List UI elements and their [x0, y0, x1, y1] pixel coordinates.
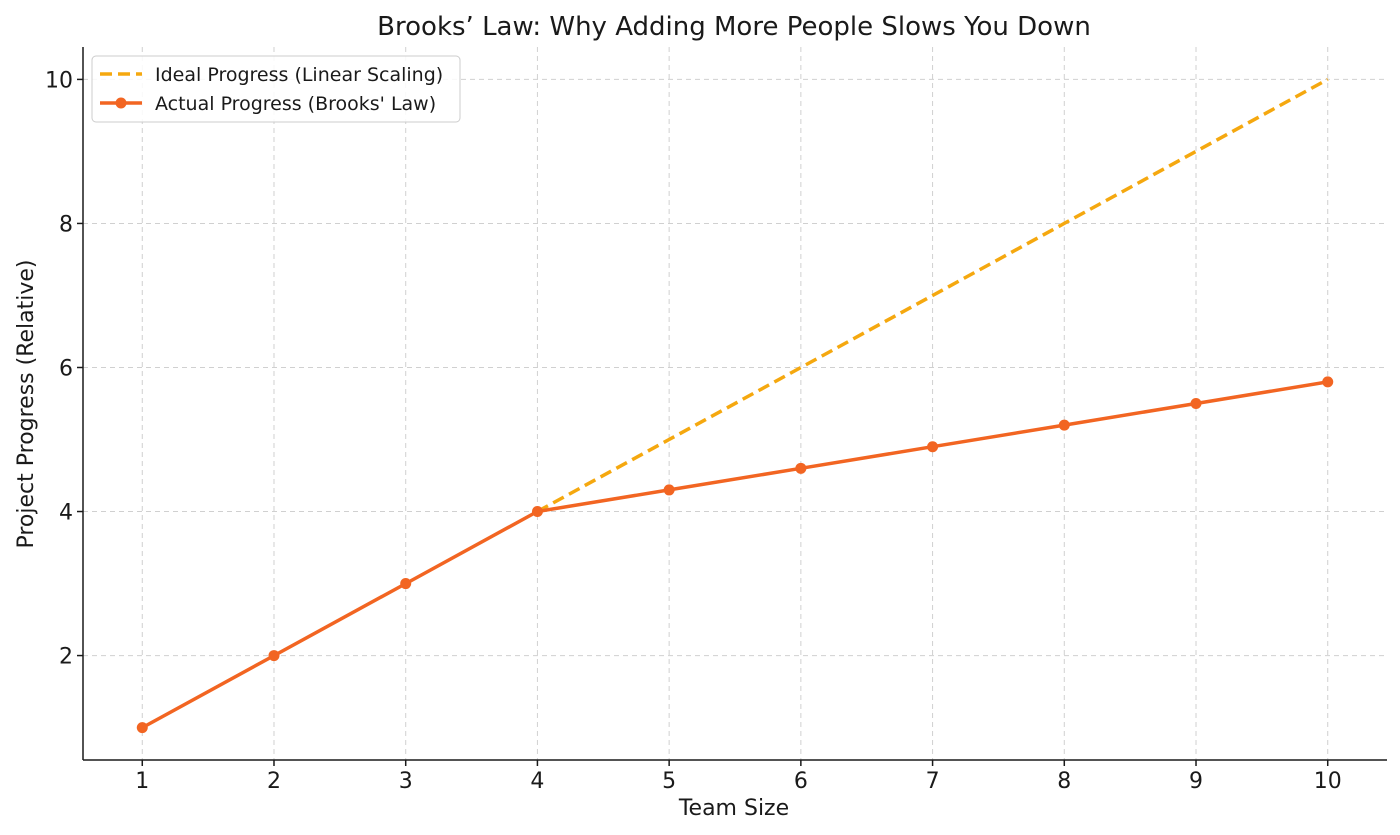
chart-title: Brooks’ Law: Why Adding More People Slow…	[377, 12, 1091, 42]
x-tick-label: 4	[530, 769, 544, 794]
data-point	[400, 578, 412, 590]
x-tick-label: 8	[1057, 769, 1071, 794]
x-tick-label: 7	[926, 769, 940, 794]
y-tick-label: 2	[59, 645, 73, 670]
series-line-ideal	[536, 77, 1329, 514]
x-tick-label: 10	[1314, 769, 1342, 794]
y-tick-label: 8	[59, 212, 73, 237]
data-point	[927, 441, 939, 453]
x-tick-label: 9	[1189, 769, 1203, 794]
x-tick-label: 1	[135, 769, 149, 794]
x-axis-label: Team Size	[678, 796, 789, 821]
data-point	[531, 506, 543, 518]
data-point	[663, 484, 675, 496]
data-point	[1190, 398, 1202, 409]
legend-box	[91, 55, 461, 123]
x-tick-label: 6	[794, 769, 808, 794]
y-tick-label: 6	[59, 356, 73, 381]
legend-label: Actual Progress (Brooks' Law)	[155, 93, 436, 115]
axes: 1 2 3 4 5 6 7 8 9 10 2 4 6 8 10	[45, 47, 1387, 794]
legend-marker	[115, 97, 127, 109]
data-point	[268, 650, 280, 662]
legend: Ideal Progress (Linear Scaling) Actual Pr…	[91, 55, 461, 123]
data-point	[1058, 419, 1070, 431]
y-tick-label: 4	[59, 501, 73, 526]
data-point	[1322, 376, 1334, 388]
grid-lines	[83, 47, 1387, 760]
x-tick-label: 3	[399, 769, 413, 794]
series-line-actual	[140, 380, 1330, 730]
x-tick-label: 2	[267, 769, 281, 794]
x-tick-label: 5	[662, 769, 676, 794]
y-tick-label: 10	[45, 68, 73, 93]
data-point	[136, 722, 148, 734]
legend-label: Ideal Progress (Linear Scaling)	[155, 64, 443, 86]
data-point	[795, 462, 807, 474]
y-axis-label: Project Progress (Relative)	[14, 259, 39, 548]
series-lines	[136, 77, 1334, 734]
